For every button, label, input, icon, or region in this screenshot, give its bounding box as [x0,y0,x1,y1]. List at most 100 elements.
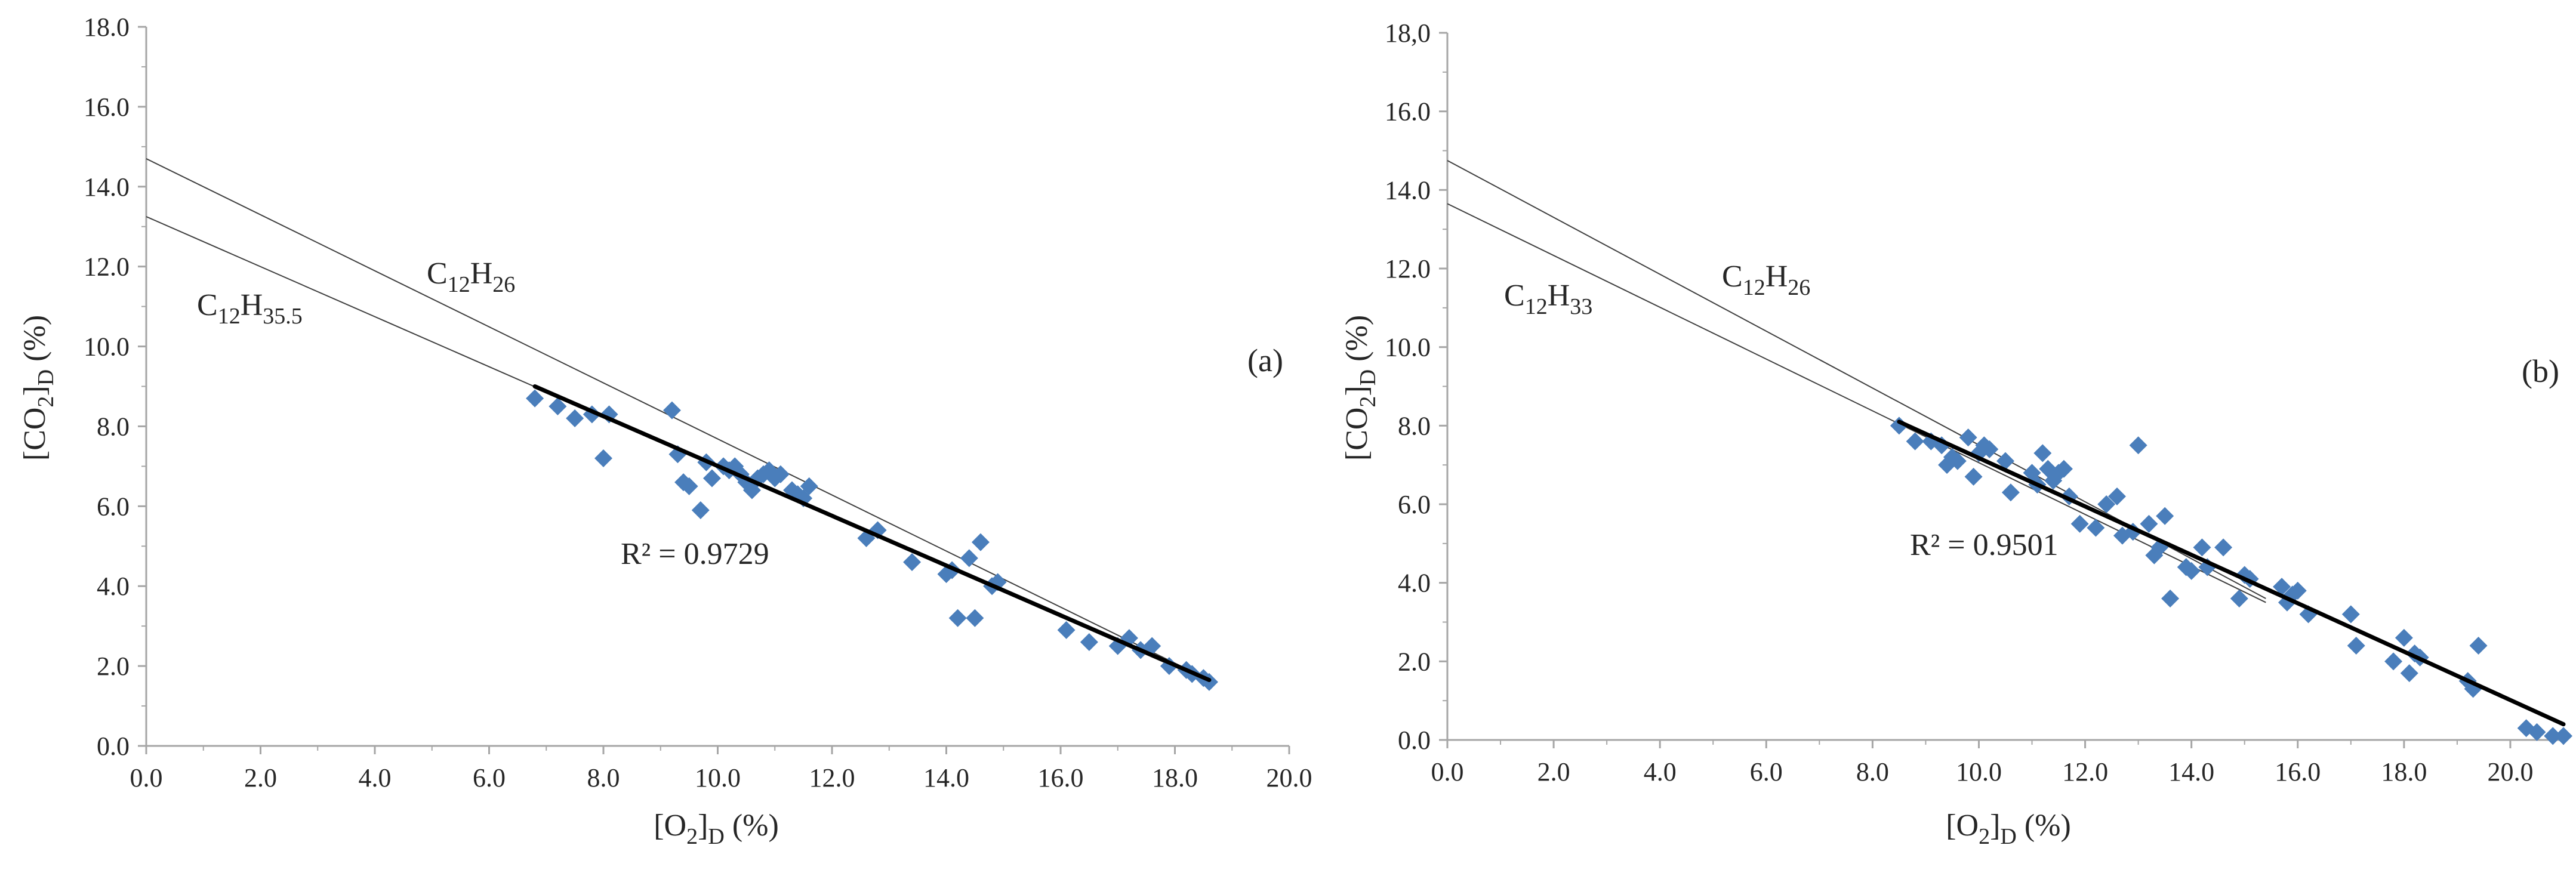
y-tick-label: 16.0 [1385,97,1431,127]
data-point [1980,440,1999,458]
data-point [2555,727,2572,745]
y-tick-label: 12.0 [1385,254,1431,283]
data-point [1964,467,1983,486]
data-point [1959,428,1977,447]
data-point [2033,444,2052,462]
y-tick-label: 10.0 [1385,333,1431,362]
data-point [691,501,710,520]
x-tick-label: 10.0 [1956,757,2002,786]
data-point [2054,459,2073,478]
reference-line [1447,203,2266,603]
data-point [2395,628,2413,647]
data-point [2400,664,2418,683]
x-tick-label: 18.0 [1152,763,1198,792]
y-tick-label: 18,0 [1385,18,1431,48]
data-point [2070,514,2089,533]
reference-line-label: C12H26 [1722,260,1810,300]
data-point [1906,432,1924,451]
data-point [2156,507,2174,525]
data-point [2341,605,2360,624]
trend-line [1897,420,2566,727]
r-squared-label: R² = 0.9501 [1910,528,2059,562]
y-tick-label: 12.0 [84,252,130,282]
x-tick-label: 18.0 [2381,757,2427,786]
chart-panel-b: 0.0 2.0 4.0 6.0 8.0 10.0 12.0 14.0 16.0 18,0 0.0 2.… [1340,18,2572,849]
data-point [2273,578,2291,596]
r-squared-label: R² = 0.9729 [621,537,769,571]
x-tick-label: 0.0 [130,763,163,792]
data-point [680,477,698,495]
data-point [1996,452,2014,470]
y-tick-label: 10.0 [84,332,130,362]
y-tick-label: 2.0 [97,652,130,681]
data-point [966,609,984,627]
x-tick-label: 4.0 [359,763,392,792]
x-tick-label: 6.0 [473,763,506,792]
data-point [1890,417,1908,435]
x-tick-label: 16.0 [1038,763,1084,792]
data-point [2288,581,2307,600]
data-point [702,469,721,488]
data-point [2161,590,2180,607]
data-point [971,533,990,551]
data-point [2140,514,2158,533]
data-point [2214,538,2233,557]
x-tick-label: 14.0 [923,763,969,792]
y-axis-title: [CO2]D (%) [1340,315,1381,461]
y-tick-label: 14.0 [1385,175,1431,205]
x-tick-label: 10.0 [695,763,741,792]
x-tick-label: 12.0 [809,763,855,792]
data-point [800,477,818,495]
data-point [2230,590,2248,607]
x-tick-label: 4.0 [1644,757,1677,786]
data-point [903,553,922,572]
data-point [960,549,978,567]
x-tick-label: 6.0 [1750,757,1783,786]
reference-line-label: C12H26 [427,257,515,297]
data-point [2182,562,2201,580]
data-point [1948,452,1967,470]
y-tick-label: 14.0 [84,172,130,202]
y-tick-label: 6.0 [97,492,130,521]
chart-panel-a: 0.0 2.0 4.0 6.0 8.0 10.0 12.0 14.0 16.0 18.0 0.0 2.… [18,13,1312,849]
y-tick-label: 0.0 [1398,726,1431,755]
y-tick-label: 18.0 [84,13,130,42]
y-tick-label: 6.0 [1398,490,1431,519]
data-point [566,409,584,428]
y-tick-label: 8.0 [1398,411,1431,440]
data-point [2129,436,2147,455]
x-tick-label: 2.0 [1537,757,1570,786]
x-tick-label: 12.0 [2062,757,2108,786]
reference-line [146,158,1210,681]
y-tick-label: 2.0 [1398,647,1431,676]
panel-label: (a) [1247,343,1283,378]
data-point [2097,495,2116,513]
data-point [2108,487,2126,505]
data-point [1143,637,1161,655]
data-point [2384,652,2403,671]
data-point [594,449,612,467]
data-point [2193,538,2211,557]
data-point [2469,637,2488,655]
x-tick-label: 2.0 [244,763,277,792]
x-tick-label: 14.0 [2168,757,2214,786]
data-point [2299,605,2318,624]
y-axis-title: [CO2]D (%) [18,315,58,461]
y-tick-label: 8.0 [97,412,130,441]
x-tick-label: 8.0 [1856,757,1889,786]
data-point [2544,727,2562,745]
reference-line-label: C12H33 [1504,279,1592,319]
data-point [1057,621,1076,639]
data-point [2087,519,2105,537]
reference-line-label: C12H35.5 [197,288,303,329]
data-point [526,389,544,408]
data-point [2001,483,2020,502]
x-tick-label: 20.0 [1267,763,1312,792]
y-tick-label: 0.0 [97,732,130,761]
x-tick-label: 0.0 [1431,757,1464,786]
data-point [948,609,967,627]
data-point [549,397,567,415]
x-tick-label: 8.0 [587,763,620,792]
y-tick-label: 4.0 [97,572,130,601]
